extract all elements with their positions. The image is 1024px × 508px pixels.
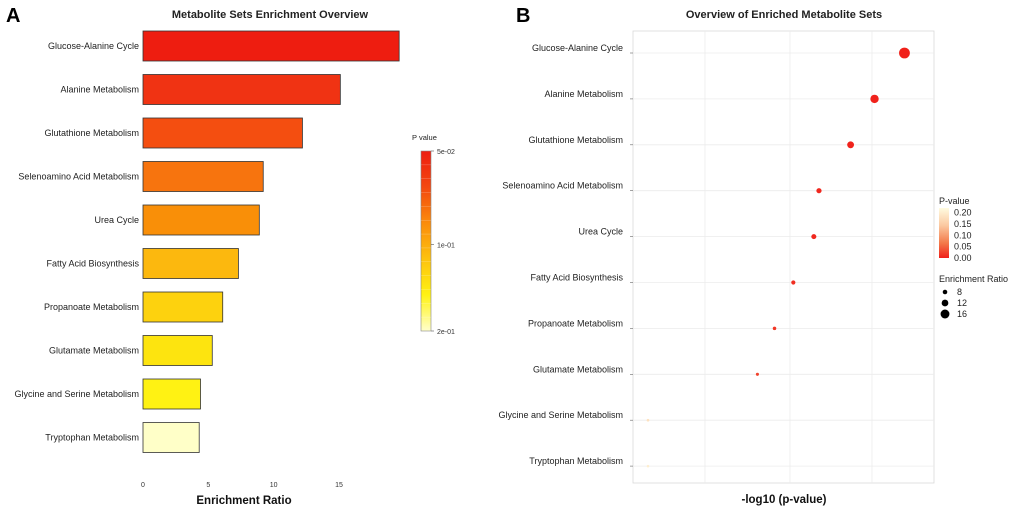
bar bbox=[142, 422, 200, 453]
category-label: Fatty Acid Biosynthesis bbox=[46, 259, 139, 269]
legend-tick-label: 5e-02 bbox=[437, 149, 455, 156]
bar bbox=[142, 204, 260, 236]
panel-a-x-ticks: 0 5 10 15 bbox=[141, 482, 343, 489]
category-label: Fatty Acid Biosynthesis bbox=[530, 273, 623, 283]
category-label: Glycine and Serine Metabolism bbox=[498, 410, 623, 420]
category-label: Alanine Metabolism bbox=[544, 89, 623, 99]
legend-tick-label: 1e-01 bbox=[437, 243, 455, 250]
panel-b: B Overview of Enriched Metabolite Sets G… bbox=[498, 5, 1008, 506]
data-point bbox=[899, 47, 910, 59]
size-legend-label: 12 bbox=[957, 298, 967, 308]
size-legend-label: 16 bbox=[957, 309, 967, 319]
panel-b-color-legend-title: P-value bbox=[939, 196, 970, 206]
panel-b-category-labels: Glucose-Alanine Cycle Alanine Metabolism G… bbox=[498, 43, 623, 466]
bar bbox=[142, 291, 224, 323]
category-label: Glutamate Metabolism bbox=[49, 346, 139, 356]
color-legend-tick-label: 0.05 bbox=[954, 242, 972, 252]
x-tick-label: 5 bbox=[206, 482, 210, 489]
panel-b-colorbar bbox=[939, 208, 949, 258]
bar bbox=[142, 378, 201, 410]
panel-b-title: Overview of Enriched Metabolite Sets bbox=[686, 9, 882, 21]
data-point bbox=[755, 372, 759, 376]
panel-b-points bbox=[646, 47, 910, 468]
category-label: Tryptophan Metabolism bbox=[45, 433, 139, 443]
panel-b-x-label: -log10 (p-value) bbox=[742, 494, 827, 506]
category-label: Glutamate Metabolism bbox=[533, 364, 623, 374]
color-legend-tick-label: 0.20 bbox=[954, 208, 972, 218]
data-point bbox=[646, 464, 650, 468]
panel-b-color-legend: P-value 0.200.150.10 0.050.00 bbox=[939, 196, 972, 263]
bar bbox=[142, 117, 303, 149]
x-tick-label: 0 bbox=[141, 482, 145, 489]
panel-b-letter: B bbox=[516, 5, 530, 27]
data-point bbox=[811, 234, 817, 240]
category-label: Selenoamino Acid Metabolism bbox=[18, 172, 139, 182]
category-label: Glucose-Alanine Cycle bbox=[532, 43, 623, 53]
panel-b-color-legend-ticks: 0.200.150.10 0.050.00 bbox=[949, 208, 972, 263]
category-label: Alanine Metabolism bbox=[60, 85, 139, 95]
category-label: Glutathione Metabolism bbox=[528, 135, 623, 145]
category-label: Propanoate Metabolism bbox=[528, 318, 623, 328]
data-point bbox=[791, 280, 796, 285]
data-point bbox=[816, 188, 822, 194]
category-label: Glycine and Serine Metabolism bbox=[14, 389, 139, 399]
panel-a-legend-ticks: 5e-02 1e-01 2e-01 bbox=[421, 149, 455, 336]
panel-b-plot-area bbox=[632, 30, 935, 484]
panel-a-legend-title: P value bbox=[412, 133, 437, 142]
data-point bbox=[772, 326, 777, 331]
color-legend-tick-label: 0.10 bbox=[954, 230, 972, 240]
panel-a-bars bbox=[142, 30, 400, 453]
bar bbox=[142, 30, 400, 62]
x-tick-label: 10 bbox=[270, 482, 278, 489]
category-label: Urea Cycle bbox=[578, 227, 623, 237]
panel-a: A Metabolite Sets Enrichment Overview Gl… bbox=[6, 5, 455, 507]
category-label: Glucose-Alanine Cycle bbox=[48, 41, 139, 51]
panel-a-letter: A bbox=[6, 5, 20, 27]
size-legend-label: 8 bbox=[957, 287, 962, 297]
panel-a-legend: P value 5e-02 1e-01 2e-01 bbox=[412, 133, 455, 336]
panel-b-size-legend-title: Enrichment Ratio bbox=[939, 274, 1008, 284]
bar bbox=[142, 248, 239, 279]
panel-a-title: Metabolite Sets Enrichment Overview bbox=[172, 9, 369, 21]
legend-tick-label: 2e-01 bbox=[437, 329, 455, 336]
data-point bbox=[646, 418, 650, 422]
data-point bbox=[847, 141, 855, 149]
size-legend-dot bbox=[940, 309, 950, 319]
color-legend-tick-label: 0.15 bbox=[954, 219, 972, 229]
category-label: Urea Cycle bbox=[94, 215, 139, 225]
bar bbox=[142, 74, 341, 105]
x-tick-label: 15 bbox=[335, 482, 343, 489]
panel-b-grid bbox=[630, 31, 934, 483]
panel-a-x-label: Enrichment Ratio bbox=[196, 495, 291, 507]
data-point bbox=[870, 94, 879, 104]
category-label: Tryptophan Metabolism bbox=[529, 456, 623, 466]
color-legend-tick-label: 0.00 bbox=[954, 253, 972, 263]
bar bbox=[142, 161, 264, 192]
category-label: Propanoate Metabolism bbox=[44, 302, 139, 312]
panel-a-colorbar bbox=[420, 150, 432, 332]
panel-a-category-labels: Glucose-Alanine Cycle Alanine Metabolism G… bbox=[14, 41, 139, 443]
size-legend-dot bbox=[941, 299, 949, 307]
category-label: Glutathione Metabolism bbox=[44, 128, 139, 138]
category-label: Selenoamino Acid Metabolism bbox=[502, 181, 623, 191]
size-legend-dot bbox=[942, 289, 948, 295]
bar bbox=[142, 335, 213, 366]
